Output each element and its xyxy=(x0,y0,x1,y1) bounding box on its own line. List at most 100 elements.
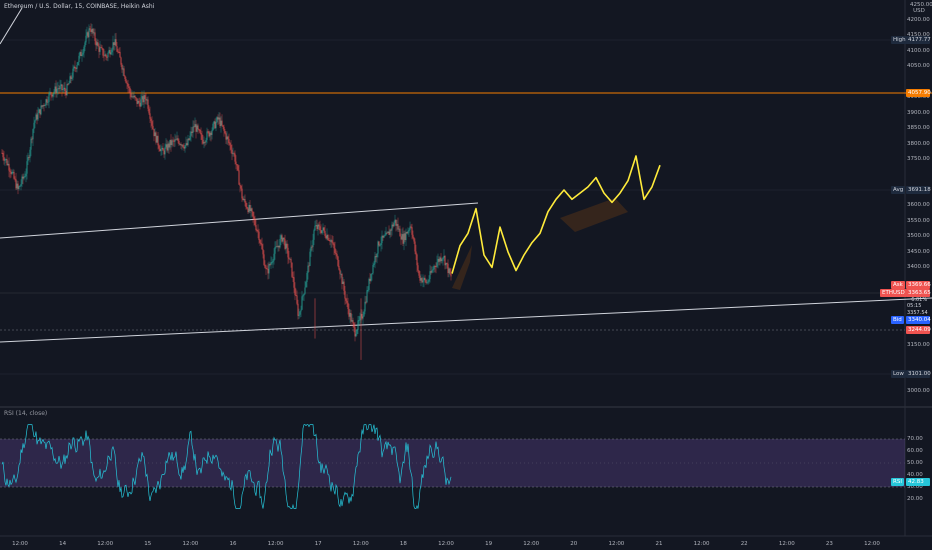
candle-body xyxy=(401,234,403,240)
candle-body xyxy=(429,271,431,280)
candle-body xyxy=(88,28,90,38)
projection-band xyxy=(560,198,628,232)
candle-body xyxy=(117,51,119,53)
candle-body xyxy=(439,257,441,262)
candle-body xyxy=(227,136,229,140)
candle-body xyxy=(289,258,291,260)
candle-body xyxy=(419,275,421,281)
candle-body xyxy=(221,120,223,126)
currency-label[interactable]: 4250.00 USD xyxy=(910,2,932,14)
candle-body xyxy=(420,278,422,281)
candle-body xyxy=(238,170,240,185)
candle-body xyxy=(274,247,276,254)
candle-body xyxy=(235,161,237,165)
candle-body xyxy=(5,159,7,160)
candle-body xyxy=(362,316,364,319)
candle-body xyxy=(2,152,4,158)
candle-body xyxy=(311,246,313,248)
candle-body xyxy=(7,163,9,165)
candle-body xyxy=(279,238,281,248)
candle-body xyxy=(54,86,56,92)
candle-body xyxy=(217,117,219,120)
candle-body xyxy=(180,144,182,146)
candle-body xyxy=(381,235,383,244)
candle-body xyxy=(170,139,172,146)
candle-body xyxy=(109,50,111,55)
prev-value: 3357.54 xyxy=(907,310,928,316)
candle-body xyxy=(176,138,178,140)
candle-body xyxy=(131,96,133,98)
candle-body xyxy=(75,68,77,69)
candle-body xyxy=(358,320,360,322)
candle-body xyxy=(302,295,304,297)
candle-body xyxy=(50,92,52,95)
candle-body xyxy=(189,135,191,140)
candle-body xyxy=(99,47,101,52)
candle-body xyxy=(319,226,321,231)
candle-body xyxy=(8,163,10,171)
candle-body xyxy=(370,273,372,281)
candle-body xyxy=(192,126,194,133)
high-value: 4177.77 xyxy=(906,36,931,44)
candle-body xyxy=(195,124,197,132)
candle-body xyxy=(367,289,369,291)
candle-body xyxy=(133,95,135,98)
candle-body xyxy=(78,55,80,62)
rsi-line xyxy=(1,424,452,509)
candle-body xyxy=(283,237,285,240)
candle-body xyxy=(336,253,338,257)
candle-body xyxy=(262,249,264,255)
candle-body xyxy=(338,265,340,270)
candle-body xyxy=(218,117,220,120)
candle-body xyxy=(168,143,170,148)
time-tick: 12:00 xyxy=(693,541,710,547)
candle-body xyxy=(110,52,112,55)
candle-body xyxy=(200,132,202,135)
candle-body xyxy=(369,278,371,281)
projection-path xyxy=(451,155,661,274)
candle-body xyxy=(296,295,298,304)
rsi-tick: 30.00 xyxy=(907,484,923,490)
candle-body xyxy=(211,130,213,135)
candle-body xyxy=(331,240,333,243)
candle-body xyxy=(298,314,300,316)
candle-body xyxy=(413,237,415,242)
candle-body xyxy=(406,232,408,234)
candle-body xyxy=(433,266,435,270)
candle-body xyxy=(363,311,365,317)
candle-body xyxy=(351,320,353,322)
candle-body xyxy=(249,204,251,212)
candle-body xyxy=(29,149,31,158)
candle-body xyxy=(71,77,73,79)
price-tick: 4100.00 xyxy=(907,47,930,54)
candle-body xyxy=(278,245,280,248)
candle-body xyxy=(350,312,352,322)
candle-body xyxy=(346,300,348,303)
candle-body xyxy=(333,243,335,249)
candle-body xyxy=(330,240,332,242)
candle-body xyxy=(90,29,92,33)
candle-body xyxy=(41,105,43,107)
time-tick: 19 xyxy=(485,541,493,547)
candle-body xyxy=(305,281,307,288)
candle-body xyxy=(26,161,28,174)
candle-body xyxy=(149,113,151,119)
candle-body xyxy=(121,64,123,70)
candle-body xyxy=(183,147,185,149)
candle-body xyxy=(437,258,439,263)
candle-body xyxy=(186,143,188,146)
symbol-title[interactable]: Ethereum / U.S. Dollar, 15, COINBASE, He… xyxy=(4,3,155,10)
candle-body xyxy=(21,176,23,184)
candle-body xyxy=(188,138,190,140)
candle-body xyxy=(139,102,141,107)
candle-body xyxy=(386,232,388,234)
candle-body xyxy=(67,84,69,85)
candle-body xyxy=(342,281,344,285)
price-tick: 3850.00 xyxy=(907,125,930,132)
candle-body xyxy=(68,82,70,85)
candle-body xyxy=(185,143,187,146)
candle-body xyxy=(10,171,12,174)
candle-body xyxy=(332,242,334,244)
rsi-title[interactable]: RSI (14, close) xyxy=(4,410,48,417)
